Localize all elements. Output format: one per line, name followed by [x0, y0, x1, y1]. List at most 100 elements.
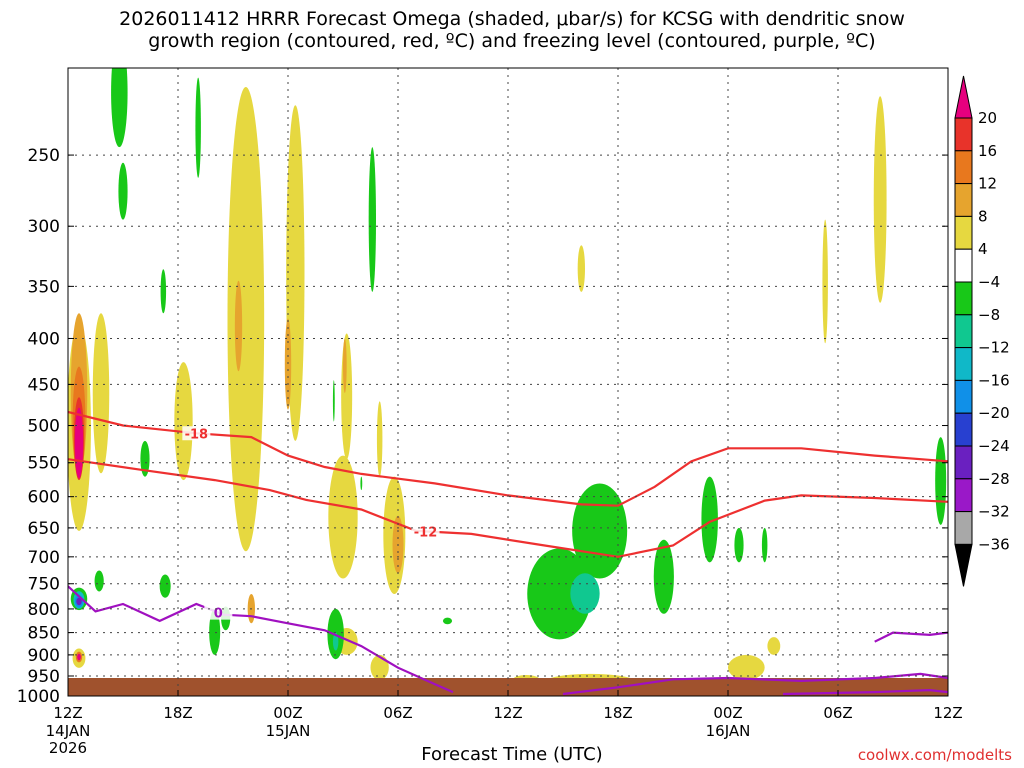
xtick-label-6: 00Z	[713, 704, 742, 722]
xtick-sublabel-2-0: 15JAN	[266, 722, 311, 740]
xtick-sublabel-0-1: 2026	[49, 739, 87, 757]
ytick-label-550: 550	[28, 454, 60, 474]
omega-region-53	[734, 527, 744, 563]
omega-region-4	[74, 407, 84, 479]
omega-region-11	[76, 597, 82, 606]
omega-region-21	[227, 87, 265, 552]
source-credit: coolwx.com/modelts	[857, 746, 1012, 764]
omega-region-12	[111, 68, 128, 148]
omega-region-40	[370, 654, 389, 681]
omega-region-18	[159, 574, 171, 598]
ytick-label-650: 650	[28, 519, 60, 539]
colorbar-bin-1	[954, 117, 973, 152]
contour-label-1: -12	[414, 525, 438, 540]
ytick-label-350: 350	[28, 277, 60, 297]
ytick-label-750: 750	[28, 575, 60, 595]
ytick-label-950: 950	[28, 667, 60, 687]
ytick-label-900: 900	[28, 646, 60, 666]
chart-title: 2026011412 HRRR Forecast Omega (shaded, …	[0, 8, 1024, 52]
omega-region-56	[873, 96, 887, 303]
xtick-label-5: 18Z	[603, 704, 632, 722]
omega-region-13	[118, 162, 128, 220]
contour-label-0: -18	[185, 427, 209, 442]
xtick-label-2: 00Z	[273, 704, 302, 722]
colorbar-label-10: −24	[978, 437, 1010, 455]
omega-region-16	[140, 440, 150, 477]
title-line-2: growth region (contoured, red, ºC) and f…	[148, 30, 876, 52]
xtick-label-8: 12Z	[933, 704, 962, 722]
contour-line-2-1	[562, 672, 948, 696]
colorbar-bottom-arrow	[954, 543, 973, 587]
contour-line-1-0	[68, 458, 948, 558]
colorbar-label-11: −28	[978, 470, 1010, 488]
omega-region-58	[935, 437, 947, 525]
colorbar-top-arrow	[954, 75, 973, 119]
colorbar-bin-10	[954, 412, 973, 447]
omega-region-46	[570, 573, 600, 614]
omega-region-28	[332, 380, 335, 422]
contour-label-bg-2	[204, 605, 233, 620]
omega-region-51	[767, 637, 781, 655]
colorbar-bin-9	[954, 379, 973, 414]
contour-line-2-0	[68, 585, 454, 694]
contour-line-2-3	[874, 631, 948, 643]
omega-region-20	[195, 77, 201, 178]
colorbar-label-12: −32	[978, 503, 1010, 521]
colorbar-label-3: 8	[978, 207, 988, 225]
ytick-label-1000: 1000	[17, 687, 60, 707]
omega-region-34	[343, 338, 347, 393]
xtick-sublabel-0-0: 14JAN	[46, 722, 91, 740]
ytick-label-250: 250	[28, 146, 60, 166]
x-axis-label: Forecast Time (UTC)	[421, 744, 603, 765]
omega-region-24	[209, 608, 221, 655]
colorbar-label-6: −8	[978, 306, 1000, 324]
omega-region-39	[376, 401, 383, 477]
colorbar-bin-4	[954, 215, 973, 250]
ytick-label-500: 500	[28, 417, 60, 437]
colorbar-bin-6	[954, 281, 973, 316]
contour-2: 0	[68, 585, 948, 696]
contour-label-2: 0	[214, 607, 223, 622]
omega-region-48	[653, 539, 674, 614]
colorbar-bin-7	[954, 314, 973, 349]
omega-region-44	[527, 548, 592, 640]
omega-region-42	[442, 617, 453, 625]
colorbar-bin-12	[954, 478, 973, 513]
colorbar-label-13: −36	[978, 535, 1010, 553]
omega-region-45	[572, 483, 628, 579]
omega-region-32	[332, 632, 339, 651]
xtick-label-0: 12Z	[53, 704, 82, 722]
xtick-sublabel-6-0: 16JAN	[706, 722, 751, 740]
colorbar-label-7: −12	[978, 339, 1010, 357]
omega-region-57	[577, 245, 585, 292]
omega-region-22	[234, 280, 243, 372]
contour-label-bg-0	[182, 426, 211, 441]
colorbar-label-1: 16	[978, 142, 997, 160]
ytick-label-400: 400	[28, 329, 60, 349]
contour-1: -12	[68, 458, 948, 558]
xtick-label-3: 06Z	[383, 704, 412, 722]
colorbar-label-9: −20	[978, 404, 1010, 422]
omega-region-33	[341, 333, 353, 460]
title-line-1: 2026011412 HRRR Forecast Omega (shaded, …	[119, 8, 905, 30]
ytick-label-300: 300	[28, 217, 60, 237]
omega-region-14	[92, 313, 110, 474]
omega-region-19	[174, 362, 193, 481]
colorbar-bin-2	[954, 150, 973, 185]
xtick-label-4: 12Z	[493, 704, 522, 722]
ytick-label-850: 850	[28, 624, 60, 644]
plot-area: -18 -12 0	[68, 68, 948, 696]
colorbar-bin-13	[954, 511, 973, 545]
colorbar-bin-3	[954, 183, 973, 217]
colorbar-label-0: 20	[978, 109, 997, 127]
omega-region-55	[822, 219, 828, 344]
colorbar-bin-5	[954, 248, 973, 283]
ytick-label-600: 600	[28, 488, 60, 508]
omega-region-50	[728, 654, 765, 681]
xtick-label-1: 18Z	[163, 704, 192, 722]
omega-region-52	[701, 476, 718, 563]
xtick-label-7: 06Z	[823, 704, 852, 722]
ytick-label-450: 450	[28, 375, 60, 395]
ytick-label-700: 700	[28, 548, 60, 568]
contour-line-2-2	[782, 688, 948, 696]
